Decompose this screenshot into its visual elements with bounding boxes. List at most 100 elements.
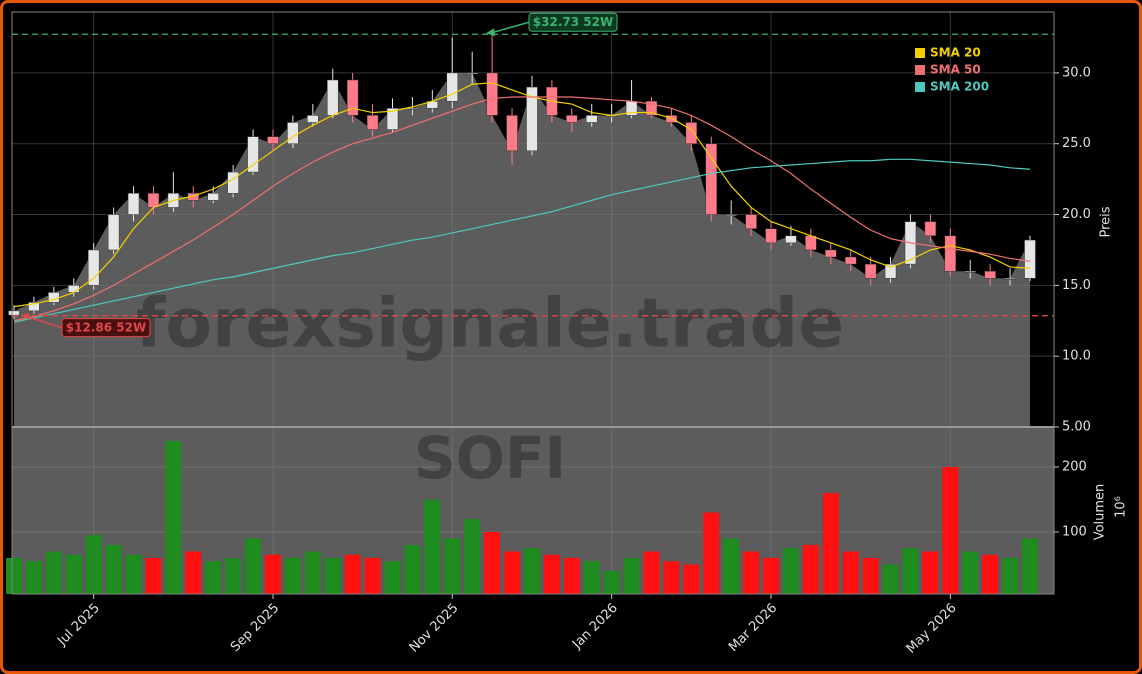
candle-body	[884, 263, 897, 279]
candle-body	[87, 249, 100, 286]
candle-body	[267, 136, 279, 144]
volume-bar	[484, 531, 501, 594]
volume-bar	[942, 466, 959, 594]
candle-body	[984, 270, 996, 279]
candle-body	[566, 115, 578, 123]
x-tick-label: Nov 2025	[407, 601, 462, 656]
candle-body	[685, 122, 698, 144]
volume-bar	[583, 561, 600, 594]
y-tick-label: 25.0	[1062, 136, 1091, 151]
candle-body	[665, 115, 678, 123]
volume-bar	[683, 564, 700, 594]
volume-bar	[922, 551, 939, 594]
candle-body	[446, 72, 459, 102]
volume-bar	[603, 570, 620, 594]
sma-line	[13, 158, 1031, 323]
volume-bar	[105, 544, 122, 594]
volume-bar	[65, 554, 82, 594]
volume-bar	[862, 557, 879, 594]
volume-bar	[284, 557, 301, 594]
candle-body	[307, 115, 319, 123]
volume-bar	[703, 512, 720, 594]
volume-bar	[344, 554, 361, 594]
volume-bar	[225, 557, 242, 594]
plot-frame	[11, 11, 1055, 595]
volume-bar	[802, 544, 819, 594]
candle-body	[68, 285, 80, 293]
candle-body	[844, 256, 857, 265]
x-tick-label: May 2026	[904, 601, 960, 657]
volume-bar	[6, 557, 22, 594]
candle-body	[466, 72, 478, 75]
volume-bar	[723, 538, 740, 594]
volume-bar	[982, 554, 999, 594]
sma-line	[13, 96, 1031, 322]
volume-bar	[404, 544, 421, 594]
x-tick-label: Sep 2025	[228, 601, 282, 655]
volume-bar	[185, 551, 202, 594]
volume-bar	[563, 557, 580, 594]
candle-body	[366, 115, 379, 130]
legend-swatch	[915, 65, 925, 75]
volume-bar	[304, 551, 321, 594]
watermark: SOFI	[414, 424, 566, 492]
legend-label: SMA 200	[930, 80, 989, 94]
volume-bar	[324, 557, 341, 594]
candle-body	[1024, 239, 1036, 279]
candle-body	[8, 310, 20, 316]
candle-body	[506, 115, 518, 152]
volume-bar	[822, 492, 839, 594]
candle-body	[28, 302, 40, 312]
candle-body	[486, 72, 498, 116]
candle-body	[107, 214, 120, 251]
annotation-box	[528, 12, 618, 32]
volume-bar	[265, 554, 281, 594]
volume-bar	[663, 561, 680, 594]
candle-body	[346, 79, 359, 116]
candle-body	[147, 193, 160, 208]
candle-body	[645, 100, 658, 116]
candle-body	[585, 115, 598, 123]
volume-bar	[763, 557, 779, 594]
volume-bar	[384, 561, 401, 594]
candle-body	[227, 171, 239, 194]
annotation-label: $12.86 52W	[66, 321, 146, 335]
candle-body	[805, 235, 817, 251]
volume-bar	[125, 554, 142, 594]
volume-bar	[623, 557, 640, 594]
y-tick-label: 200	[1062, 459, 1087, 474]
volume-bar	[902, 548, 919, 594]
volume-axis-label: Volumen	[1093, 484, 1108, 541]
legend-swatch	[915, 48, 925, 58]
candle-body	[386, 108, 399, 130]
candle-body	[287, 122, 299, 144]
candle-body	[785, 235, 797, 244]
x-tick-label: Jul 2025	[54, 601, 103, 650]
legend-label: SMA 50	[930, 63, 981, 77]
legend-label: SMA 20	[930, 46, 981, 60]
volume-bar	[25, 561, 42, 594]
watermark: forexsignale.trade	[136, 285, 845, 364]
volume-bar	[444, 538, 461, 594]
candle-body	[127, 193, 140, 215]
y-tick-label: 5.00	[1062, 420, 1091, 435]
candle-body	[247, 136, 259, 173]
annotation-label: $32.73 52W	[533, 15, 613, 29]
volume-bar	[85, 535, 102, 594]
candle-body	[327, 79, 339, 116]
volume-bar	[643, 551, 660, 594]
sma-line	[13, 82, 1031, 308]
volume-bar	[45, 551, 62, 594]
y-tick-label: 30.0	[1062, 65, 1091, 80]
volume-bar	[364, 557, 381, 594]
volume-bar	[782, 548, 799, 594]
volume-bar	[842, 551, 859, 594]
candle-body	[1004, 278, 1016, 280]
candle-body	[864, 263, 877, 279]
volume-bar	[1022, 538, 1038, 594]
y-tick-label: 100	[1062, 524, 1087, 539]
volume-bar	[245, 538, 262, 594]
candle-body	[406, 108, 419, 110]
candle-body	[725, 214, 737, 216]
